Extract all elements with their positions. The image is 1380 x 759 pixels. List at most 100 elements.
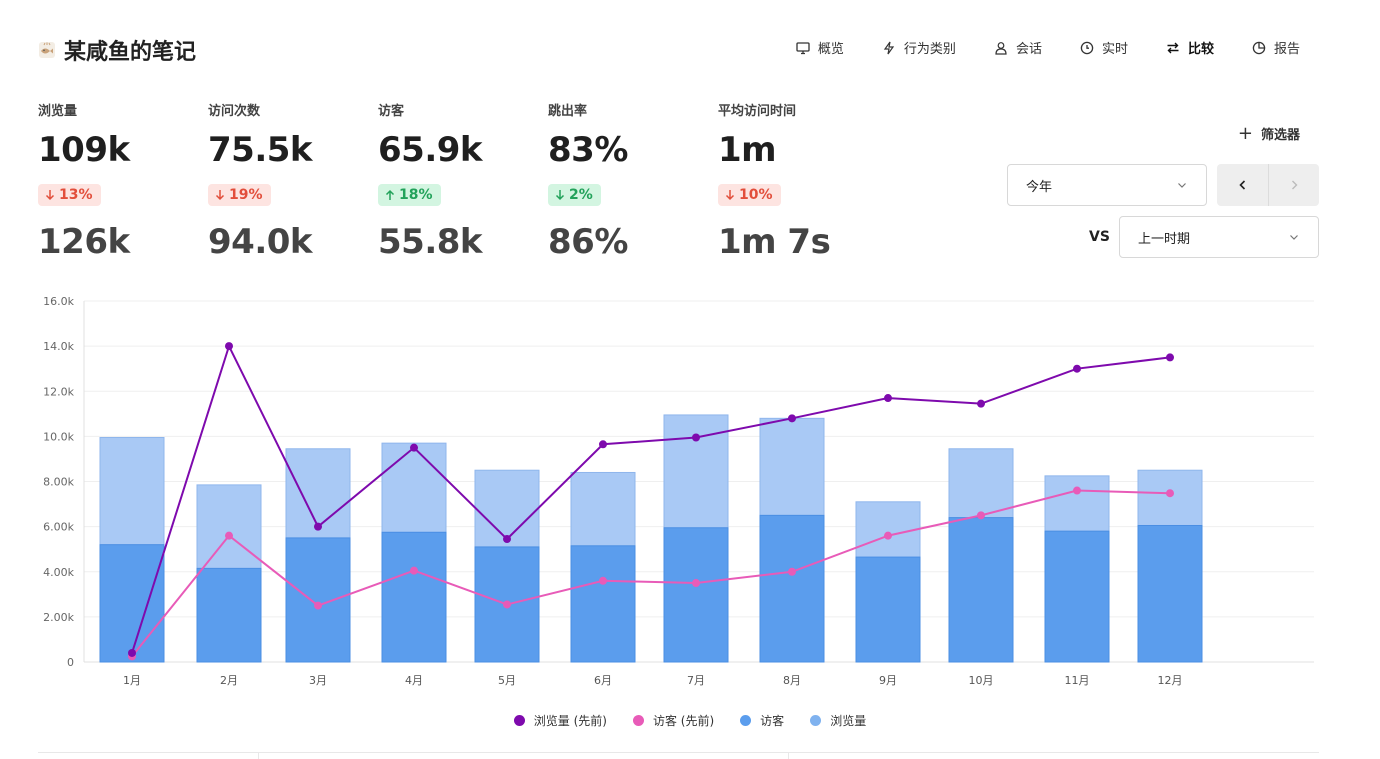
bar-visitors bbox=[855, 556, 921, 663]
metric-label: 浏览量 bbox=[38, 104, 78, 119]
legend-swatch bbox=[740, 715, 752, 726]
x-tick-label: 12月 bbox=[1158, 674, 1183, 687]
metric-label: 访客 bbox=[378, 104, 405, 119]
bar-visitors bbox=[948, 517, 1014, 663]
nav-reports[interactable]: 报告 bbox=[1252, 38, 1300, 57]
arrow-up-icon bbox=[385, 189, 395, 200]
nav-events[interactable]: 行为类别 bbox=[882, 38, 956, 57]
metric-change-value: 13% bbox=[59, 187, 93, 203]
metric-change-badge: 18% bbox=[378, 184, 441, 206]
y-tick-label: 10.0k bbox=[43, 430, 74, 443]
metric-change-value: 2% bbox=[569, 187, 593, 203]
pageviews-prev-point bbox=[314, 522, 322, 531]
x-tick-label: 2月 bbox=[220, 674, 238, 687]
pageviews-prev-point bbox=[410, 443, 418, 452]
pageviews-prev-line bbox=[131, 343, 1171, 654]
site-title[interactable]: 某咸鱼的笔记 bbox=[64, 40, 197, 65]
visitors-prev-point bbox=[225, 531, 233, 540]
divider bbox=[38, 752, 1319, 753]
legend-item[interactable]: 访客 (先前) bbox=[632, 712, 715, 729]
metric-change-badge: 13% bbox=[38, 184, 101, 206]
metric-visits[interactable]: 访问次数 75.5k 19% 94.0k bbox=[208, 100, 368, 262]
x-tick-label: 6月 bbox=[594, 674, 612, 687]
previous-period-button[interactable] bbox=[1217, 164, 1268, 206]
metric-previous-value: 94.0k bbox=[208, 222, 313, 262]
nav-overview[interactable]: 概览 bbox=[796, 38, 844, 57]
legend-label: 浏览量 bbox=[830, 714, 867, 728]
pageviews-prev-point bbox=[884, 394, 892, 403]
bar-visitors bbox=[759, 514, 825, 663]
metric-pageviews[interactable]: 浏览量 109k 13% 126k bbox=[38, 100, 198, 262]
metric-change-badge: 19% bbox=[208, 184, 271, 206]
nav-label: 报告 bbox=[1273, 42, 1300, 57]
legend-swatch bbox=[810, 715, 822, 726]
metric-value: 1m bbox=[718, 130, 777, 170]
period-select[interactable]: 今年 bbox=[1007, 164, 1207, 206]
metric-label: 跳出率 bbox=[548, 104, 588, 119]
visitors-prev-point bbox=[503, 600, 511, 609]
legend-label: 访客 bbox=[760, 714, 785, 728]
filter-label: 筛选器 bbox=[1260, 128, 1300, 143]
bar-visitors bbox=[99, 544, 165, 663]
nav-sessions[interactable]: 会话 bbox=[994, 38, 1042, 57]
x-tick-label: 9月 bbox=[879, 674, 897, 687]
compare-select[interactable]: 上一时期 bbox=[1119, 216, 1319, 258]
nav-label: 概览 bbox=[817, 42, 844, 57]
metric-value: 75.5k bbox=[208, 130, 313, 170]
bar-visitors bbox=[285, 537, 351, 663]
bar-visitors bbox=[663, 527, 729, 663]
y-tick-label: 2.00k bbox=[43, 611, 74, 624]
bar-visitors bbox=[196, 567, 262, 663]
filter-button[interactable]: + 筛选器 bbox=[1238, 124, 1300, 143]
site-header: 某咸鱼的笔记 bbox=[38, 34, 196, 66]
legend-item[interactable]: 访客 bbox=[740, 712, 784, 729]
nav-label: 会话 bbox=[1015, 42, 1042, 57]
x-tick-label: 5月 bbox=[498, 674, 516, 687]
nav-realtime[interactable]: 实时 bbox=[1080, 38, 1128, 57]
bolt-icon bbox=[883, 41, 895, 54]
nav-compare[interactable]: 比较 bbox=[1166, 38, 1214, 57]
pageviews-prev-point bbox=[599, 440, 607, 449]
metric-change-badge: 2% bbox=[548, 184, 601, 206]
nav-label: 比较 bbox=[1187, 42, 1214, 57]
arrow-down-icon bbox=[725, 190, 735, 201]
y-tick-label: 8.00k bbox=[43, 476, 74, 489]
x-tick-label: 10月 bbox=[969, 674, 994, 687]
visitors-prev-point bbox=[410, 566, 418, 575]
metric-label: 平均访问时间 bbox=[718, 104, 797, 119]
pageviews-prev-point bbox=[1073, 364, 1081, 373]
visitors-prev-point bbox=[1073, 486, 1081, 495]
y-tick-label: 14.0k bbox=[43, 340, 74, 353]
x-tick-label: 4月 bbox=[405, 674, 423, 687]
metric-label: 访问次数 bbox=[208, 104, 261, 119]
clock-icon bbox=[1080, 41, 1094, 54]
legend-swatch bbox=[632, 715, 644, 726]
legend-label: 访客 (先前) bbox=[652, 714, 715, 728]
visitors-prev-point bbox=[314, 601, 322, 610]
pageviews-prev-point bbox=[503, 535, 511, 544]
legend-item[interactable]: 浏览量 bbox=[810, 712, 866, 729]
bar-visitors bbox=[570, 545, 636, 663]
metric-avg-visit-time[interactable]: 平均访问时间 1m 10% 1m 7s bbox=[718, 100, 878, 262]
compare-value: 上一时期 bbox=[1138, 231, 1191, 247]
visitors-prev-point bbox=[1166, 489, 1174, 498]
x-tick-label: 7月 bbox=[687, 674, 705, 687]
period-nav bbox=[1217, 164, 1319, 206]
next-period-button[interactable] bbox=[1268, 164, 1319, 206]
plus-icon: + bbox=[1237, 122, 1253, 144]
x-tick-label: 8月 bbox=[783, 674, 801, 687]
metric-bounce-rate[interactable]: 跳出率 83% 2% 86% bbox=[548, 100, 708, 262]
y-tick-label: 12.0k bbox=[43, 385, 74, 398]
comparison-chart: 0 2.00k 4.00k 6.00k 8.00k 10.0k 12.0k 14.0k 16.0… bbox=[43, 295, 1314, 687]
arrow-down-icon bbox=[45, 190, 55, 201]
metric-visitors[interactable]: 访客 65.9k 18% 55.8k bbox=[378, 100, 538, 262]
metric-change-value: 10% bbox=[739, 187, 773, 203]
x-tick-label: 11月 bbox=[1065, 674, 1090, 687]
chevron-down-icon bbox=[1178, 183, 1186, 188]
metric-previous-value: 126k bbox=[38, 222, 130, 262]
arrow-down-icon bbox=[555, 190, 565, 201]
legend-item[interactable]: 浏览量 (先前) bbox=[513, 712, 607, 729]
visitors-prev-point bbox=[788, 567, 796, 576]
bar-visitors bbox=[1137, 524, 1203, 663]
pageviews-prev-point bbox=[1166, 353, 1174, 362]
